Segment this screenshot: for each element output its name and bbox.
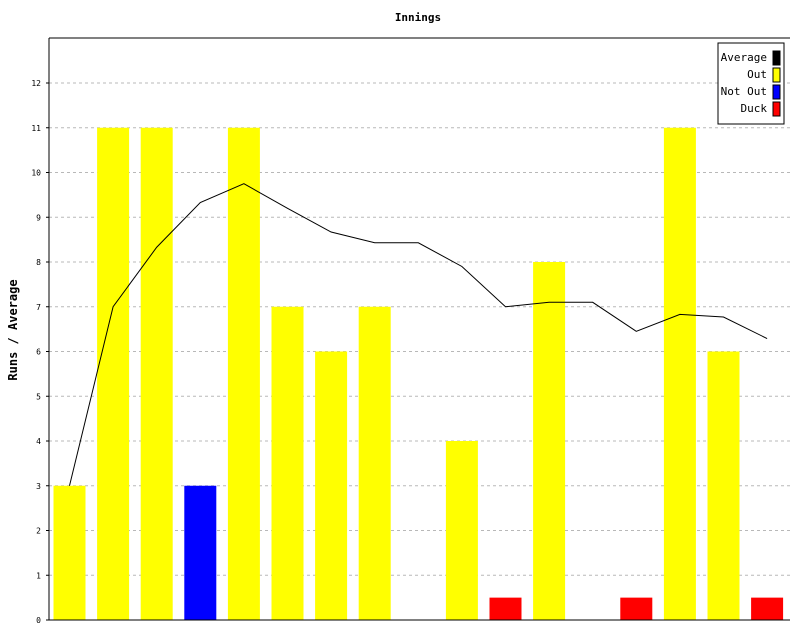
y-tick-label-5: 5 [36,392,41,401]
y-tick-label-12: 12 [31,79,41,88]
bar-inning-7 [315,351,348,620]
legend-swatch-out [772,67,781,83]
y-axis-label: Runs / Average [6,279,20,380]
bar-inning-17 [751,597,784,620]
bar-inning-8 [358,306,391,620]
y-tick-label-0: 0 [36,616,41,625]
y-tick-label-8: 8 [36,258,41,267]
y-tick-label-10: 10 [31,169,41,178]
y-tick-label-2: 2 [36,527,41,536]
legend-label-not-out: Not Out [721,85,767,98]
y-tick-label-3: 3 [36,482,41,491]
legend-label-average: Average [721,51,767,64]
bar-inning-4 [184,485,217,620]
bars [53,127,784,620]
y-tick-label-4: 4 [36,437,41,446]
y-tick-label-9: 9 [36,213,41,222]
y-tick-label-6: 6 [36,348,41,357]
legend-swatch-not-out [772,84,781,100]
bar-inning-11 [489,597,522,620]
bar-inning-12 [533,262,566,620]
bar-inning-1 [53,485,86,620]
bar-inning-2 [97,127,130,620]
bar-inning-5 [227,127,260,620]
legend-swatch-duck [772,101,781,117]
legend-label-out: Out [747,68,767,81]
y-tick-label-11: 11 [31,124,41,133]
average-line [69,183,768,486]
axes [48,37,790,621]
legend-swatch-average [772,50,781,66]
bar-inning-6 [271,306,304,620]
average-series-line [69,183,768,486]
bar-inning-15 [663,127,696,620]
bar-inning-16 [707,351,740,620]
legend-label-duck: Duck [741,102,768,115]
y-tick-label-1: 1 [36,571,41,580]
chart-title: Innings [395,11,441,24]
bar-inning-14 [620,597,653,620]
y-tick-label-7: 7 [36,303,41,312]
bar-inning-10 [445,441,478,620]
legend: Average Out Not Out Duck [717,42,785,125]
bar-inning-3 [140,127,173,620]
